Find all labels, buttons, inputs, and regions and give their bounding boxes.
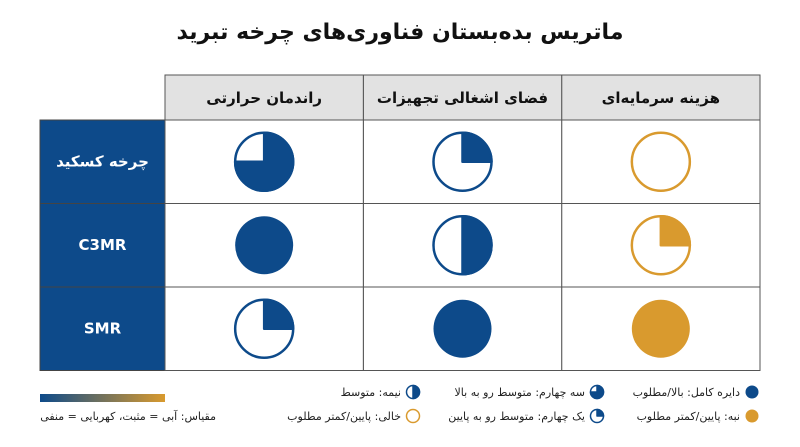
harvey-ball: [631, 299, 690, 358]
harvey-ball: [589, 408, 605, 424]
legend-label: خالی: پایین/کمتر مطلوب: [287, 410, 401, 423]
row-header: [39, 203, 166, 288]
legend-label: نبه: پایین/کمتر مطلوب: [637, 410, 740, 423]
harvey-ball: [433, 299, 492, 358]
column-header: [362, 74, 563, 121]
column-header: [164, 74, 364, 121]
harvey-ball: [233, 131, 295, 192]
legend-label: سه چهارم: متوسط رو به بالا: [455, 386, 585, 399]
harvey-ball: [630, 131, 692, 192]
legend-label: دایره کامل: بالا/مطلوب: [633, 386, 740, 399]
harvey-ball: [589, 384, 605, 400]
row-header: [39, 286, 166, 371]
column-header-text: فضای اشغالی تجهیزات: [377, 89, 548, 107]
column-header: [561, 74, 761, 121]
column-header-text: راندمان حرارتی: [206, 89, 322, 107]
row-header-text: SMR: [84, 319, 122, 337]
harvey-ball: [745, 409, 759, 423]
harvey-ball: [630, 215, 692, 276]
harvey-ball: [405, 384, 421, 400]
harvey-ball: [432, 131, 493, 192]
row-header-text: چرخه کسکید: [56, 152, 149, 171]
row-header-text: C3MR: [79, 236, 127, 254]
harvey-ball: [432, 215, 493, 276]
legend-label: نیمه: متوسط: [341, 386, 401, 399]
harvey-ball: [405, 408, 421, 424]
harvey-ball: [233, 298, 295, 359]
scale-label: مقیاس: آبی = مثبت، کهربایی = منفی: [40, 409, 216, 423]
column-header-text: هزینه سرمایه‌ای: [602, 89, 720, 107]
title: ماتریس بده‌بستان فناوری‌های چرخه تبرید: [177, 20, 624, 45]
scale-bar: [40, 394, 165, 402]
legend-label: یک چهارم: متوسط رو به پایین: [448, 410, 585, 423]
row-header: [39, 119, 166, 204]
harvey-ball: [745, 385, 759, 399]
harvey-ball: [235, 216, 294, 275]
